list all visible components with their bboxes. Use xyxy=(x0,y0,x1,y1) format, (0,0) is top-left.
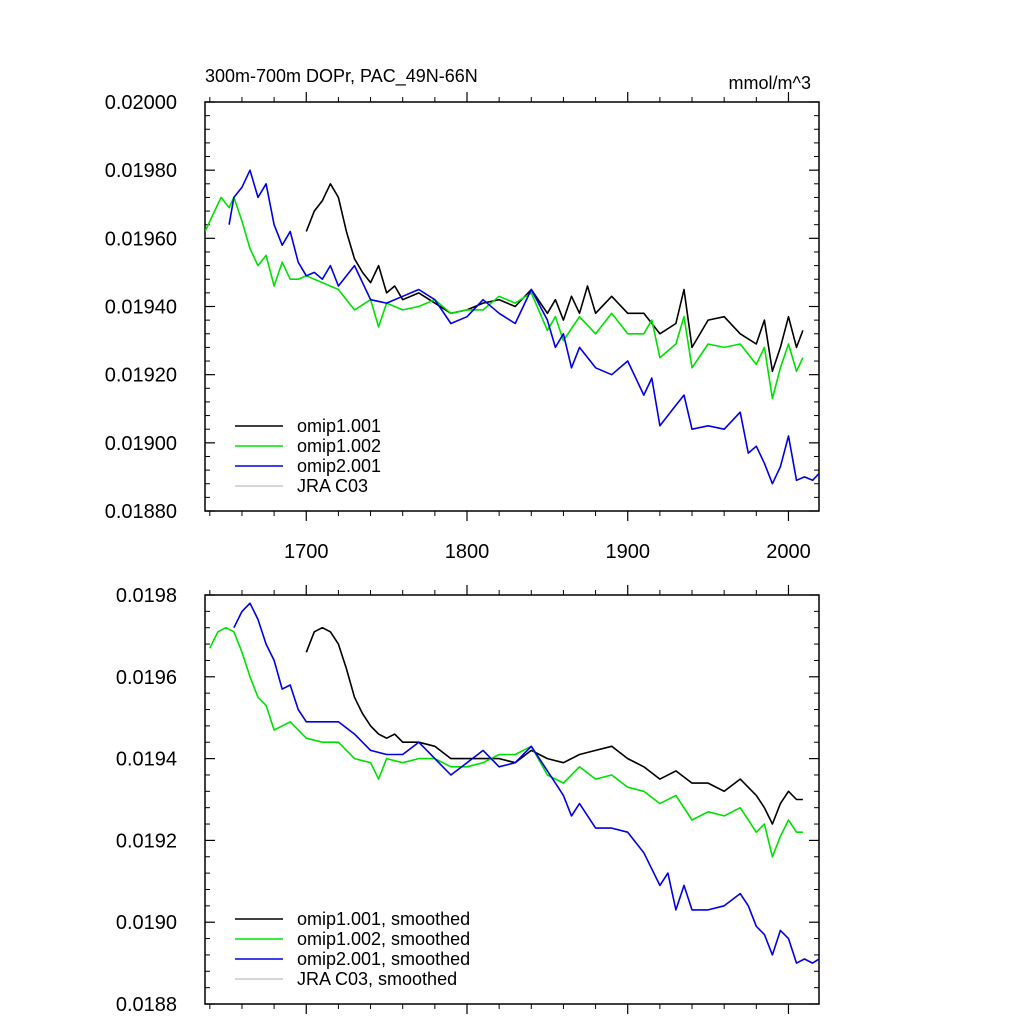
series-line-omip1-001 xyxy=(305,183,804,373)
series-line-omip1-002-smoothed xyxy=(209,626,803,858)
y-tick-label: 0.02000 xyxy=(105,92,177,114)
y-tick-label: 0.01900 xyxy=(105,433,177,455)
legend-label: omip2.001 xyxy=(297,456,381,476)
units-label: mmol/m^3 xyxy=(729,73,811,93)
legend-label: omip1.002, smoothed xyxy=(297,929,470,949)
legend-label: JRA C03, smoothed xyxy=(297,969,457,989)
bottom-panel: 0.0188 0.0190 0.0192 0.0194 0.0196 0.0198 omip… xyxy=(116,585,820,1016)
legend-label: omip1.001 xyxy=(297,416,381,436)
y-tick-label: 0.01880 xyxy=(105,501,177,523)
legend-label: omip1.001, smoothed xyxy=(297,909,470,929)
x-tick-label: 2000 xyxy=(766,541,811,563)
top-panel: 0.01880 0.01900 0.01920 0.01940 0.01960 0.019… xyxy=(105,66,820,563)
y-tick-label: 0.01980 xyxy=(105,160,177,182)
y-tick-label: 0.0188 xyxy=(116,994,177,1016)
chart-title: 300m-700m DOPr, PAC_49N-66N xyxy=(205,66,478,87)
y-tick-label: 0.0196 xyxy=(116,667,177,689)
y-tick-label: 0.01920 xyxy=(105,365,177,387)
y-tick-label: 0.0198 xyxy=(116,585,177,607)
y-tick-label: 0.0194 xyxy=(116,749,177,771)
y-tick-label: 0.01960 xyxy=(105,228,177,250)
series-line-omip1-001-smoothed xyxy=(305,626,803,825)
legend-label: omip1.002 xyxy=(297,436,381,456)
y-tick-label: 0.01940 xyxy=(105,297,177,319)
x-tick-label: 1800 xyxy=(445,541,490,563)
plot-frame xyxy=(204,594,820,1005)
legend-label: JRA C03 xyxy=(297,476,368,496)
series-line-omip2-001 xyxy=(228,169,819,485)
series-line-omip1-002 xyxy=(205,196,804,400)
y-tick-label: 0.0190 xyxy=(116,912,177,934)
x-tick-label: 1700 xyxy=(284,541,329,563)
series-line-omip2-001-smoothed xyxy=(233,602,819,964)
y-tick-label: 0.0192 xyxy=(116,830,177,852)
legend-label: omip2.001, smoothed xyxy=(297,949,470,969)
x-tick-label: 1900 xyxy=(605,541,650,563)
